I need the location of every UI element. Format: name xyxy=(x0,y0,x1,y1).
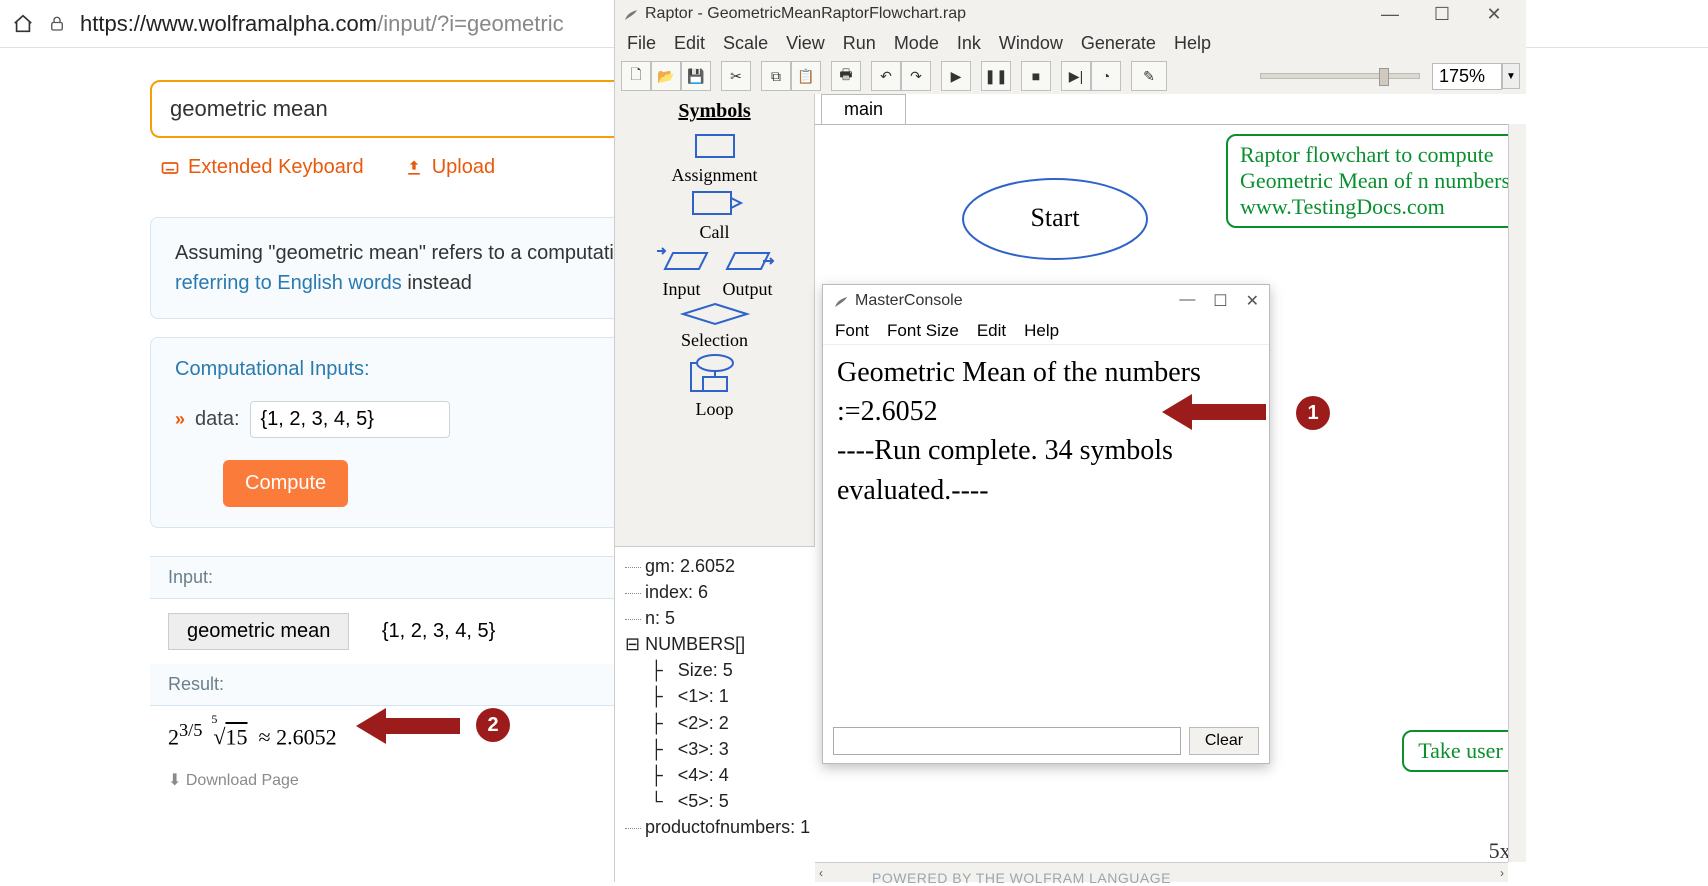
raptor-icon xyxy=(623,6,639,22)
var-product: productofnumbers: 1 xyxy=(625,814,813,840)
data-label: data: xyxy=(195,408,239,431)
chevron-icon: » xyxy=(175,409,185,430)
url-host: https://www.wolframalpha.com xyxy=(80,11,377,36)
minimize-button[interactable]: — xyxy=(1376,4,1404,25)
mc-minimize[interactable]: — xyxy=(1179,291,1195,311)
console-input[interactable] xyxy=(833,727,1181,755)
menu-file[interactable]: File xyxy=(627,33,656,54)
tab-main[interactable]: main xyxy=(821,94,906,124)
mc-menu-edit[interactable]: Edit xyxy=(977,321,1006,341)
symbol-call[interactable]: Call xyxy=(615,188,814,243)
symbol-loop[interactable]: Loop xyxy=(615,353,814,420)
play-button[interactable]: ▶ xyxy=(941,61,971,91)
cut-button[interactable]: ✂ xyxy=(721,61,751,91)
mc-close[interactable]: ✕ xyxy=(1246,291,1259,311)
data-input[interactable]: {1, 2, 3, 4, 5} xyxy=(250,401,450,438)
undo-button[interactable]: ↶ xyxy=(871,61,901,91)
var-idx4: ├ <4>: 4 xyxy=(625,762,813,788)
menu-help[interactable]: Help xyxy=(1174,33,1211,54)
mc-title: MasterConsole xyxy=(855,292,963,310)
var-numbers[interactable]: ⊟ NUMBERS[] xyxy=(625,631,813,657)
console-line-2: ----Run complete. 34 symbols evaluated.-… xyxy=(837,431,1255,509)
menu-edit[interactable]: Edit xyxy=(674,33,705,54)
symbols-header: Symbols xyxy=(615,94,814,129)
zoom-dropdown[interactable]: ▼ xyxy=(1502,63,1520,89)
stop-button[interactable]: ■ xyxy=(1021,61,1051,91)
copy-button[interactable]: ⧉ xyxy=(761,61,791,91)
symbol-selection[interactable]: Selection xyxy=(615,302,814,351)
pen-button[interactable]: ✎ xyxy=(1131,61,1167,91)
menu-window[interactable]: Window xyxy=(999,33,1063,54)
raptor-title: Raptor - GeometricMeanRaptorFlowchart.ra… xyxy=(645,5,966,23)
maximize-button[interactable]: ☐ xyxy=(1428,4,1456,25)
annotation-arrow-1 xyxy=(1158,388,1268,436)
var-gm: gm: 2.6052 xyxy=(625,553,813,579)
menu-generate[interactable]: Generate xyxy=(1081,33,1156,54)
upload-label: Upload xyxy=(432,156,495,179)
var-idx3: ├ <3>: 3 xyxy=(625,736,813,762)
extended-keyboard-label: Extended Keyboard xyxy=(188,156,364,179)
print-button[interactable]: 🖶 xyxy=(831,61,861,91)
zoom-value[interactable]: 175% xyxy=(1432,63,1502,90)
start-node[interactable]: Start xyxy=(955,174,1155,264)
raptor-icon xyxy=(833,293,849,309)
url-text[interactable]: https://www.wolframalpha.com/input/?i=ge… xyxy=(80,11,564,37)
var-idx1: ├ <1>: 1 xyxy=(625,683,813,709)
svg-text:Start: Start xyxy=(1030,203,1080,232)
upload-button[interactable]: Upload xyxy=(404,156,495,179)
menu-view[interactable]: View xyxy=(786,33,825,54)
lock-icon xyxy=(48,15,66,33)
raptor-titlebar[interactable]: Raptor - GeometricMeanRaptorFlowchart.ra… xyxy=(615,0,1526,28)
flowchart-comment: Raptor flowchart to compute Geometric Me… xyxy=(1226,134,1526,228)
clear-button[interactable]: Clear xyxy=(1189,727,1259,755)
redo-button[interactable]: ↷ xyxy=(901,61,931,91)
symbol-assignment[interactable]: Assignment xyxy=(615,131,814,186)
extended-keyboard-button[interactable]: Extended Keyboard xyxy=(160,156,364,179)
input-list: {1, 2, 3, 4, 5} xyxy=(364,614,513,649)
assumption-suffix: instead xyxy=(402,272,472,294)
var-n: n: 5 xyxy=(625,605,813,631)
var-idx2: ├ <2>: 2 xyxy=(625,710,813,736)
menu-mode[interactable]: Mode xyxy=(894,33,939,54)
save-button[interactable]: 💾 xyxy=(681,61,711,91)
step-button[interactable]: ▶| xyxy=(1061,61,1091,91)
mc-menu-font[interactable]: Font xyxy=(835,321,869,341)
mc-maximize[interactable]: ☐ xyxy=(1213,291,1227,311)
mc-menu-fontsize[interactable]: Font Size xyxy=(887,321,959,341)
menu-scale[interactable]: Scale xyxy=(723,33,768,54)
symbol-input-output[interactable]: Input Output xyxy=(615,243,814,300)
raptor-toolbar: 🗋 📂 💾 ✂ ⧉ 📋 🖶 ↶ ↷ ▶ ❚❚ ■ ▶| ◔ ✎ 175% ▼ xyxy=(615,58,1526,94)
vertical-scrollbar[interactable] xyxy=(1508,124,1526,862)
pause-button[interactable]: ❚❚ xyxy=(981,61,1011,91)
assumption-text: Assuming "geometric mean" refers to a co… xyxy=(175,242,636,264)
breakpoint-button[interactable]: ◔ xyxy=(1091,61,1121,91)
compute-button[interactable]: Compute xyxy=(223,460,348,507)
raptor-menubar: File Edit Scale View Run Mode Ink Window… xyxy=(615,28,1526,58)
menu-ink[interactable]: Ink xyxy=(957,33,981,54)
home-icon[interactable] xyxy=(12,13,34,35)
powered-by: POWERED BY THE WOLFRAM LANGUAGE xyxy=(872,870,1171,886)
input-pill: geometric mean xyxy=(168,613,349,650)
open-button[interactable]: 📂 xyxy=(651,61,681,91)
var-index: index: 6 xyxy=(625,579,813,605)
var-size: ├ Size: 5 xyxy=(625,657,813,683)
paste-button[interactable]: 📋 xyxy=(791,61,821,91)
annotation-badge-2: 2 xyxy=(476,708,510,742)
mc-menu-help[interactable]: Help xyxy=(1024,321,1059,341)
speed-slider[interactable] xyxy=(1260,73,1420,79)
new-button[interactable]: 🗋 xyxy=(621,61,651,91)
assumption-link[interactable]: referring to English words xyxy=(175,272,402,294)
mc-menubar: Font Font Size Edit Help xyxy=(823,317,1269,345)
menu-run[interactable]: Run xyxy=(843,33,876,54)
masterconsole-window: MasterConsole — ☐ ✕ Font Font Size Edit … xyxy=(822,284,1270,764)
var-idx5: └ <5>: 5 xyxy=(625,788,813,814)
annotation-badge-1: 1 xyxy=(1296,396,1330,430)
url-path: /input/?i=geometric xyxy=(377,11,564,36)
variables-panel: gm: 2.6052 index: 6 n: 5 ⊟ NUMBERS[] ├ S… xyxy=(615,546,815,882)
close-button[interactable]: ✕ xyxy=(1480,4,1508,25)
annotation-arrow-2 xyxy=(352,702,462,750)
mc-titlebar[interactable]: MasterConsole — ☐ ✕ xyxy=(823,285,1269,317)
